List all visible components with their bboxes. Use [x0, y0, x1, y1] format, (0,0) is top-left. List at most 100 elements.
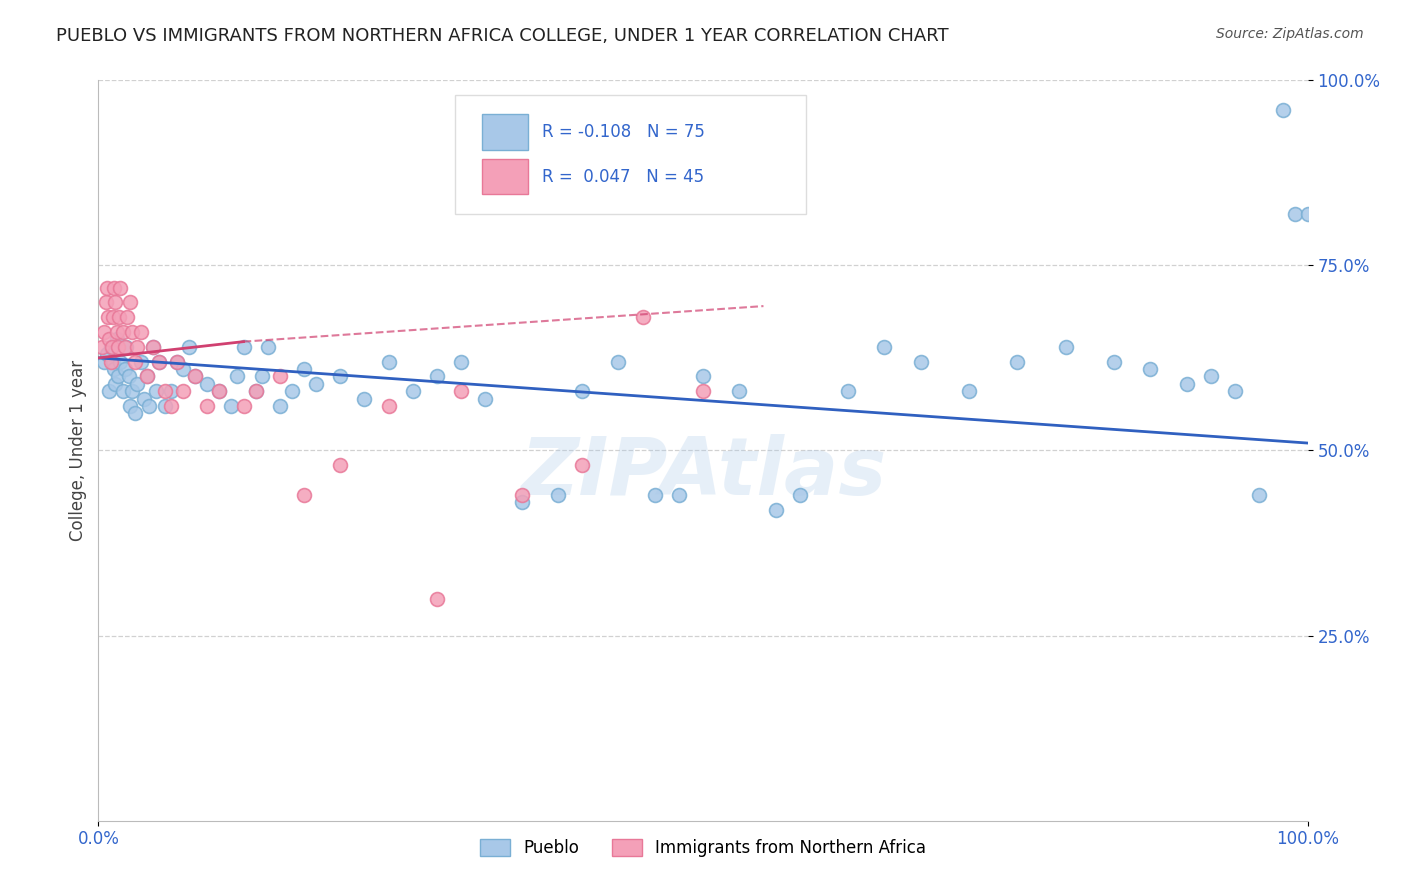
- Point: [232, 399, 254, 413]
- Point: [93, 325, 115, 339]
- Point: [250, 369, 273, 384]
- Point: [1199, 369, 1222, 384]
- Point: [117, 310, 139, 325]
- Point: [108, 310, 131, 325]
- Point: [728, 384, 751, 399]
- Point: [1007, 354, 1029, 368]
- Point: [115, 340, 138, 354]
- Text: ZIPAtlas: ZIPAtlas: [520, 434, 886, 512]
- Point: [105, 325, 128, 339]
- Legend: Pueblo, Immigrants from Northern Africa: Pueblo, Immigrants from Northern Africa: [472, 832, 934, 864]
- Point: [124, 407, 146, 421]
- Point: [138, 399, 160, 413]
- Point: [1223, 384, 1246, 399]
- Point: [121, 325, 143, 339]
- Point: [195, 399, 218, 413]
- Point: [571, 458, 593, 473]
- Point: [426, 591, 449, 606]
- Point: [765, 502, 787, 516]
- Point: [98, 332, 121, 346]
- Point: [269, 369, 291, 384]
- Point: [910, 354, 932, 368]
- Point: [226, 369, 249, 384]
- Point: [873, 340, 896, 354]
- Point: [221, 399, 243, 413]
- Point: [292, 488, 315, 502]
- Point: [474, 392, 496, 406]
- Point: [104, 295, 127, 310]
- Point: [166, 354, 188, 368]
- Point: [1296, 206, 1319, 220]
- Point: [107, 369, 129, 384]
- Point: [101, 354, 124, 368]
- Point: [118, 399, 141, 413]
- Point: [129, 354, 152, 368]
- Text: R = -0.108   N = 75: R = -0.108 N = 75: [543, 123, 704, 141]
- Point: [1054, 340, 1077, 354]
- Point: [127, 340, 149, 354]
- Point: [668, 488, 690, 502]
- Point: [692, 384, 714, 399]
- Point: [1175, 376, 1198, 391]
- Point: [179, 340, 201, 354]
- Point: [305, 376, 328, 391]
- FancyBboxPatch shape: [482, 114, 527, 150]
- Point: [353, 392, 375, 406]
- Point: [450, 354, 472, 368]
- Point: [644, 488, 666, 502]
- Point: [232, 340, 254, 354]
- Point: [96, 347, 118, 361]
- Point: [129, 325, 152, 339]
- Point: [1249, 488, 1271, 502]
- Point: [105, 332, 128, 346]
- Point: [100, 354, 122, 368]
- Text: PUEBLO VS IMMIGRANTS FROM NORTHERN AFRICA COLLEGE, UNDER 1 YEAR CORRELATION CHAR: PUEBLO VS IMMIGRANTS FROM NORTHERN AFRIC…: [56, 27, 949, 45]
- Point: [142, 340, 165, 354]
- Point: [111, 325, 134, 339]
- Text: R =  0.047   N = 45: R = 0.047 N = 45: [543, 168, 704, 186]
- Point: [329, 369, 352, 384]
- Point: [184, 369, 207, 384]
- Point: [100, 340, 122, 354]
- Point: [692, 369, 714, 384]
- Point: [98, 384, 121, 399]
- Point: [114, 362, 136, 376]
- Point: [607, 354, 630, 368]
- Point: [1139, 362, 1161, 376]
- Point: [160, 384, 183, 399]
- Point: [108, 280, 131, 294]
- Point: [208, 384, 231, 399]
- Point: [1272, 103, 1295, 117]
- Point: [329, 458, 352, 473]
- Point: [426, 369, 449, 384]
- Text: Source: ZipAtlas.com: Source: ZipAtlas.com: [1216, 27, 1364, 41]
- Point: [135, 369, 157, 384]
- Point: [108, 354, 131, 368]
- Point: [104, 376, 127, 391]
- Point: [195, 376, 218, 391]
- Point: [100, 340, 122, 354]
- Point: [208, 384, 231, 399]
- Point: [256, 340, 278, 354]
- Point: [96, 280, 118, 294]
- Point: [837, 384, 859, 399]
- Point: [153, 399, 176, 413]
- Point: [124, 354, 146, 368]
- Point: [91, 340, 114, 354]
- Point: [245, 384, 267, 399]
- Point: [377, 354, 399, 368]
- Point: [281, 384, 304, 399]
- Point: [269, 399, 291, 413]
- Point: [134, 392, 156, 406]
- Point: [111, 384, 134, 399]
- Point: [172, 384, 194, 399]
- Point: [101, 310, 124, 325]
- Point: [571, 384, 593, 399]
- Point: [172, 362, 194, 376]
- Point: [97, 310, 120, 325]
- Point: [402, 384, 425, 399]
- Point: [153, 384, 176, 399]
- Point: [631, 310, 654, 325]
- Point: [789, 488, 811, 502]
- Point: [114, 340, 136, 354]
